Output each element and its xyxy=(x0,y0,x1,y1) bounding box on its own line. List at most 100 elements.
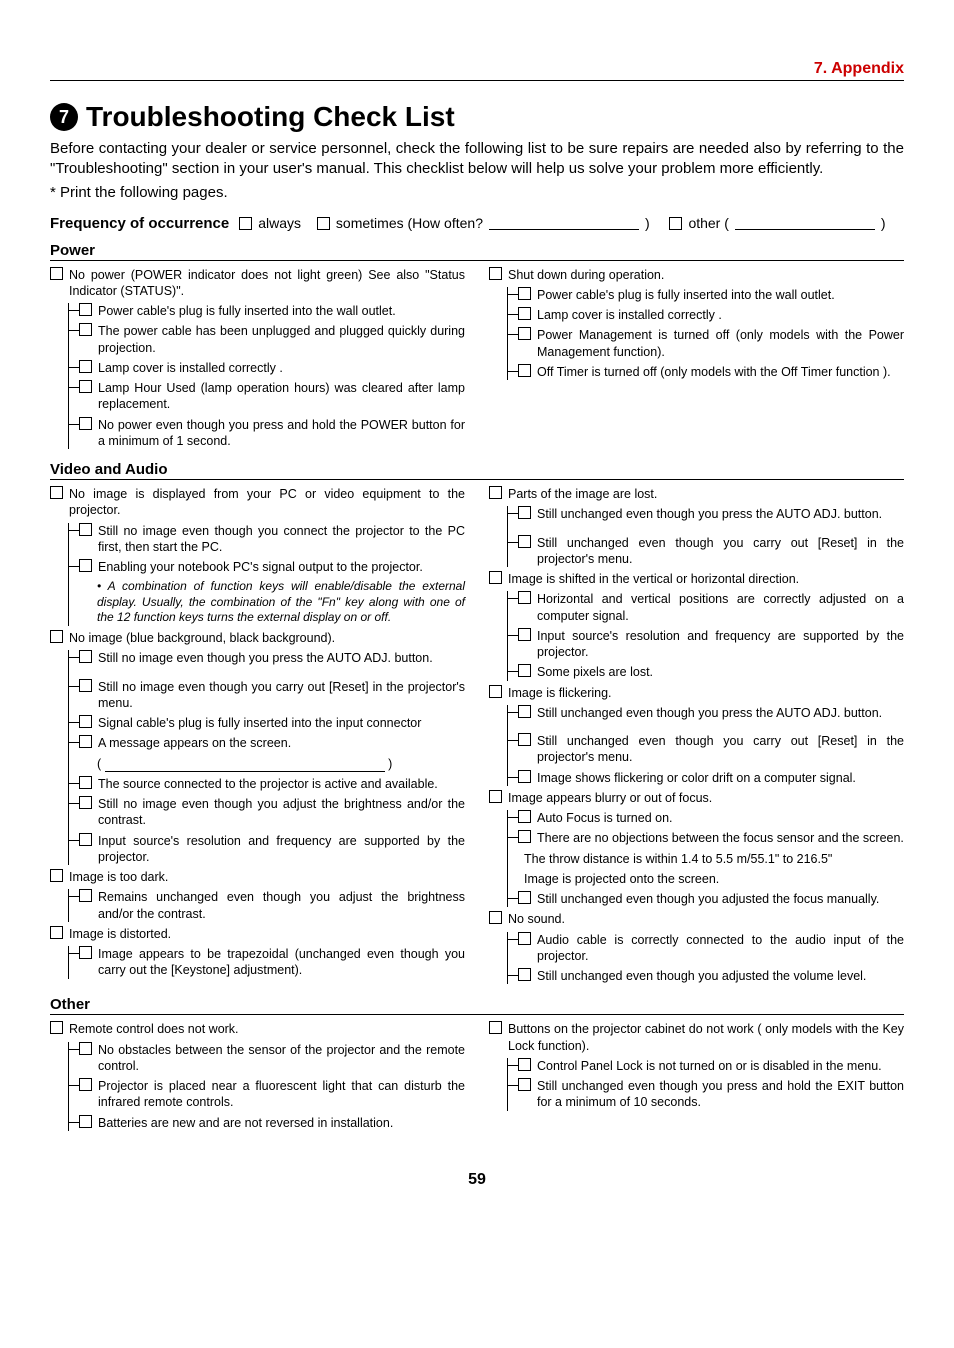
sub-item-text: Still no image even though you connect t… xyxy=(98,523,465,556)
sub-check-item: Still no image even though you press the… xyxy=(69,650,465,666)
checkbox[interactable] xyxy=(79,796,92,809)
checkbox[interactable] xyxy=(79,417,92,430)
checkbox[interactable] xyxy=(79,523,92,536)
checkbox[interactable] xyxy=(79,323,92,336)
checkbox[interactable] xyxy=(79,735,92,748)
sub-item-text: Power cable's plug is fully inserted int… xyxy=(98,303,465,319)
sub-group: Power cable's plug is fully inserted int… xyxy=(68,303,465,449)
checkbox[interactable] xyxy=(518,591,531,604)
sub-item-text: Lamp Hour Used (lamp operation hours) wa… xyxy=(98,380,465,413)
sub-item-text: Some pixels are lost. xyxy=(537,664,904,680)
sub-item-text: Still no image even though you press the… xyxy=(98,650,465,666)
sub-check-item: Some pixels are lost. xyxy=(508,664,904,680)
sub-group: Auto Focus is turned on. There are no obj… xyxy=(507,810,904,907)
checkbox[interactable] xyxy=(50,267,63,280)
sub-check-item: Still no image even though you carry out… xyxy=(69,679,465,712)
checkbox[interactable] xyxy=(518,810,531,823)
sub-group: Audio cable is correctly connected to th… xyxy=(507,932,904,985)
checkbox[interactable] xyxy=(518,1058,531,1071)
sub-group: Power cable's plug is fully inserted int… xyxy=(507,287,904,380)
sub-item-text: Lamp cover is installed correctly . xyxy=(98,360,465,376)
checkbox[interactable] xyxy=(489,1021,502,1034)
checkbox[interactable] xyxy=(518,968,531,981)
checkbox[interactable] xyxy=(489,267,502,280)
item-text: Parts of the image are lost. xyxy=(508,486,904,502)
item-text: Image is too dark. xyxy=(69,869,465,885)
sub-check-item: Still no image even though you adjust th… xyxy=(69,796,465,829)
checkbox[interactable] xyxy=(79,1042,92,1055)
sub-item-text: Power Management is turned off (only mod… xyxy=(537,327,904,360)
other-columns: Remote control does not work.No obstacle… xyxy=(50,1021,904,1135)
checkbox[interactable] xyxy=(79,1115,92,1128)
check-item: Image is distorted. xyxy=(50,926,465,942)
section-power-title: Power xyxy=(50,242,904,261)
checkbox[interactable] xyxy=(489,685,502,698)
checkbox[interactable] xyxy=(50,486,63,499)
item-text: Image appears blurry or out of focus. xyxy=(508,790,904,806)
checkbox[interactable] xyxy=(79,380,92,393)
item-text: Shut down during operation. xyxy=(508,267,904,283)
freq-always: always xyxy=(258,215,301,231)
freq-other-blank[interactable] xyxy=(735,216,875,230)
checkbox[interactable] xyxy=(79,776,92,789)
checkbox[interactable] xyxy=(79,303,92,316)
checkbox[interactable] xyxy=(518,830,531,843)
checkbox[interactable] xyxy=(518,891,531,904)
checkbox[interactable] xyxy=(79,360,92,373)
freq-sometimes-blank[interactable] xyxy=(489,216,639,230)
appendix-header: 7. Appendix xyxy=(50,60,904,81)
checkbox[interactable] xyxy=(50,926,63,939)
checkbox[interactable] xyxy=(518,506,531,519)
checkbox[interactable] xyxy=(79,650,92,663)
sub-check-item: There are no objections between the focu… xyxy=(508,830,904,846)
checkbox[interactable] xyxy=(79,1078,92,1091)
checkbox[interactable] xyxy=(79,679,92,692)
sub-check-item: Signal cable's plug is fully inserted in… xyxy=(69,715,465,731)
sub-group: Still unchanged even though you press th… xyxy=(507,506,904,567)
check-item: No power (POWER indicator does not light… xyxy=(50,267,465,300)
sub-item-text: Auto Focus is turned on. xyxy=(537,810,904,826)
checkbox[interactable] xyxy=(518,1078,531,1091)
checkbox[interactable] xyxy=(518,307,531,320)
freq-label: Frequency of occurrence xyxy=(50,215,229,232)
checkbox[interactable] xyxy=(518,628,531,641)
checkbox[interactable] xyxy=(489,571,502,584)
checkbox[interactable] xyxy=(79,946,92,959)
checkbox-sometimes[interactable] xyxy=(317,217,330,230)
checkbox[interactable] xyxy=(518,664,531,677)
sub-check-item: Projector is placed near a fluorescent l… xyxy=(69,1078,465,1111)
checkbox-other[interactable] xyxy=(669,217,682,230)
checkbox[interactable] xyxy=(489,911,502,924)
freq-other: other ( xyxy=(688,215,728,231)
checkbox[interactable] xyxy=(79,559,92,572)
item-text: No power (POWER indicator does not light… xyxy=(69,267,465,300)
sub-item-text: Off Timer is turned off (only models wit… xyxy=(537,364,904,380)
checkbox[interactable] xyxy=(489,790,502,803)
checkbox[interactable] xyxy=(79,889,92,902)
checkbox[interactable] xyxy=(518,733,531,746)
checkbox[interactable] xyxy=(518,287,531,300)
checkbox[interactable] xyxy=(79,833,92,846)
sub-group: Still no image even though you connect t… xyxy=(68,523,465,627)
checkbox[interactable] xyxy=(50,1021,63,1034)
checkbox[interactable] xyxy=(518,327,531,340)
checkbox[interactable] xyxy=(518,932,531,945)
print-note: * Print the following pages. xyxy=(50,184,904,201)
sub-check-item: No obstacles between the sensor of the p… xyxy=(69,1042,465,1075)
sub-item-text: Remains unchanged even though you adjust… xyxy=(98,889,465,922)
checkbox[interactable] xyxy=(79,715,92,728)
sub-check-item: Lamp cover is installed correctly . xyxy=(69,360,465,376)
checkbox[interactable] xyxy=(50,630,63,643)
message-blank[interactable] xyxy=(105,758,385,772)
checkbox[interactable] xyxy=(518,535,531,548)
checkbox[interactable] xyxy=(50,869,63,882)
checkbox-always[interactable] xyxy=(239,217,252,230)
sub-check-item: Batteries are new and are not reversed i… xyxy=(69,1115,465,1131)
checkbox[interactable] xyxy=(518,364,531,377)
checkbox[interactable] xyxy=(518,705,531,718)
checkbox[interactable] xyxy=(518,770,531,783)
sub-group: Still unchanged even though you press th… xyxy=(507,705,904,786)
checkbox[interactable] xyxy=(489,486,502,499)
sub-item-text: Horizontal and vertical positions are co… xyxy=(537,591,904,624)
bullet-note: • A combination of function keys will en… xyxy=(97,579,465,626)
